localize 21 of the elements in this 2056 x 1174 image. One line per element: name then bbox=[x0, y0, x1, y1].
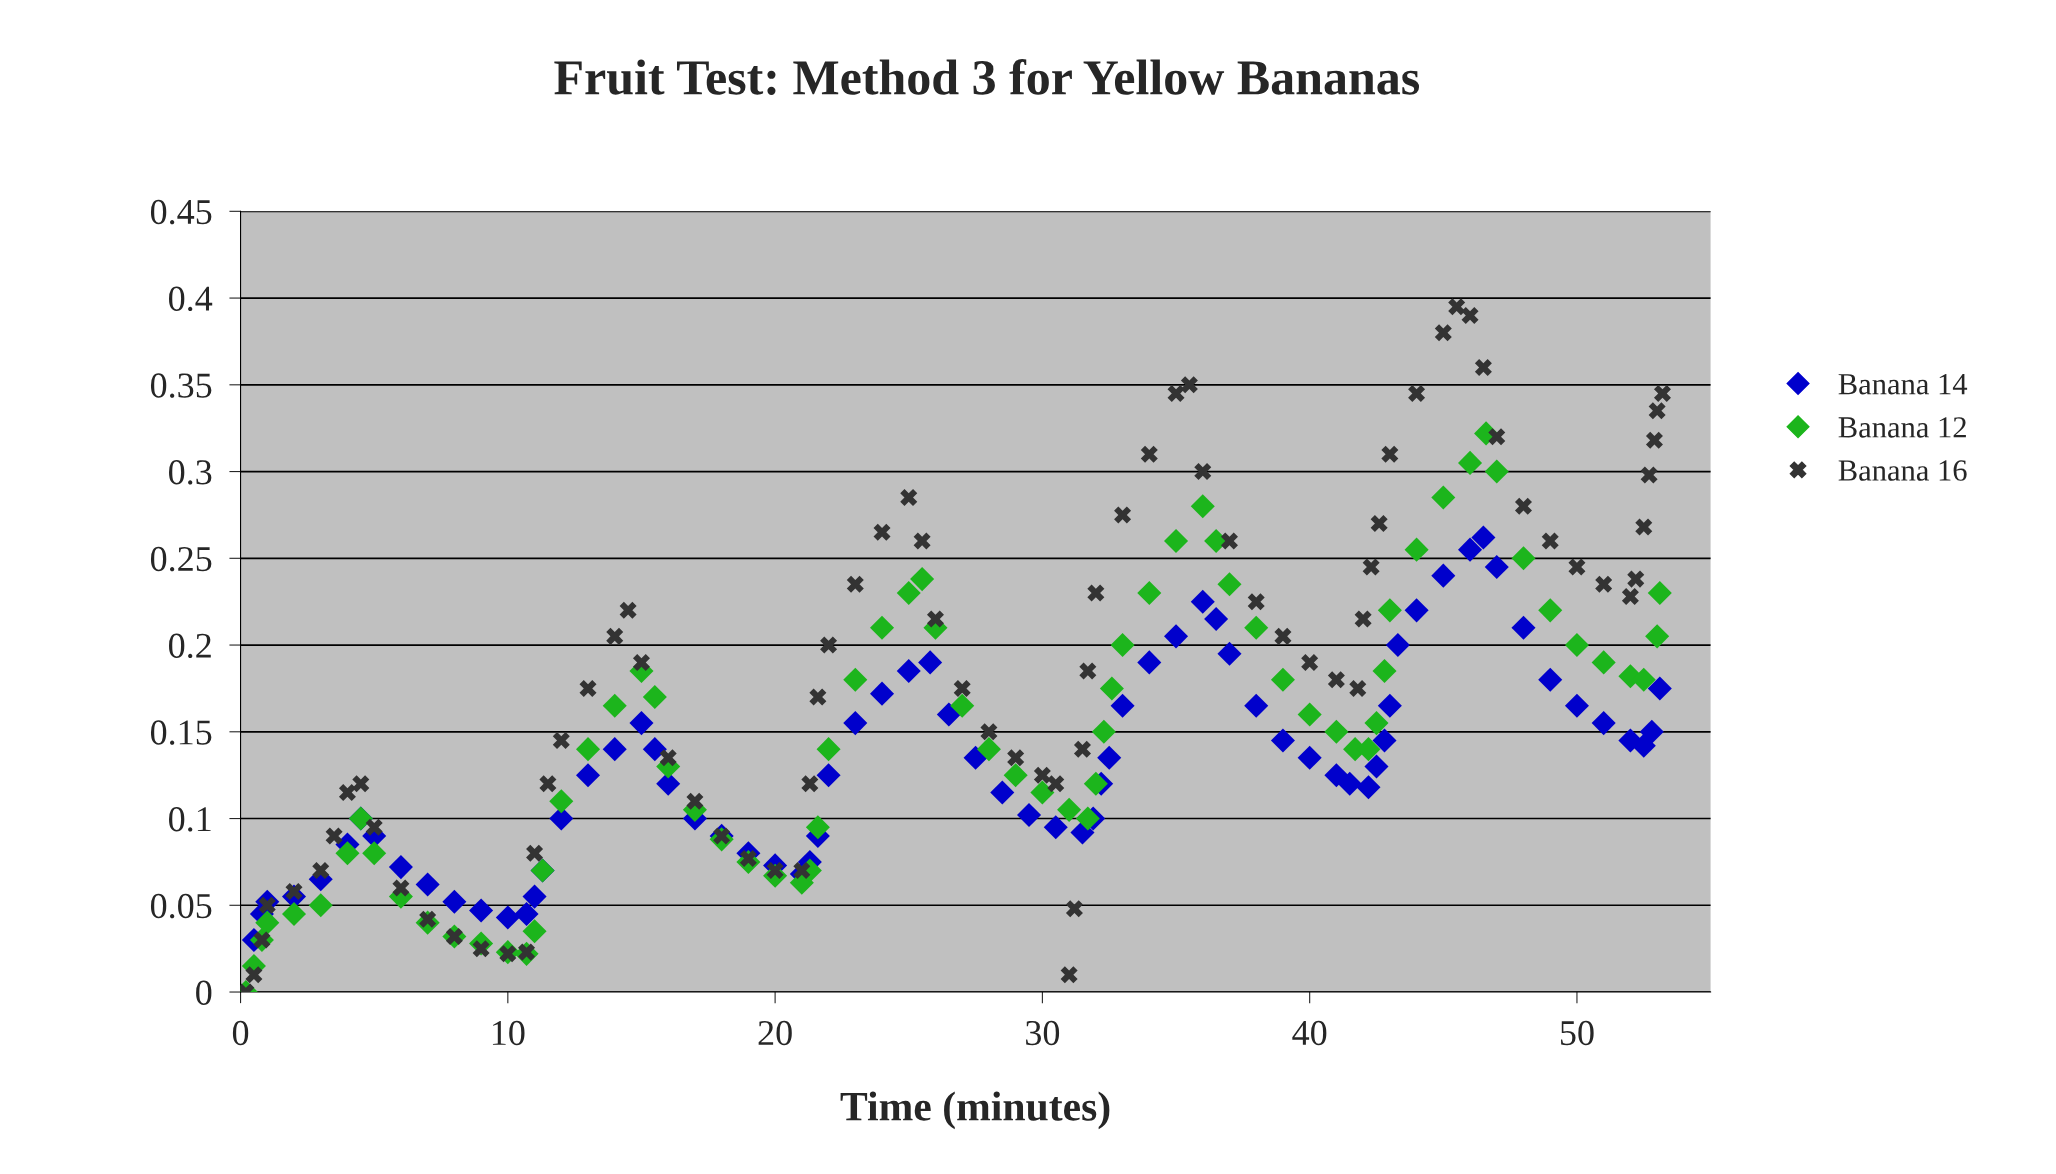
y-tick-label: 0.45 bbox=[150, 199, 212, 225]
x-tick-label: 40 bbox=[1292, 1020, 1327, 1046]
y-tick-label: 0.15 bbox=[150, 720, 212, 745]
y-tick-label: 0.35 bbox=[150, 373, 212, 398]
y-tick-label: 0.05 bbox=[150, 893, 212, 919]
x-tick-label: 30 bbox=[1026, 1020, 1060, 1046]
legend-label: Banana 14 bbox=[1838, 374, 1968, 395]
x-tick-label: 20 bbox=[758, 1020, 792, 1046]
x-tick-label: 50 bbox=[1561, 1020, 1594, 1046]
x-tick-label: 10 bbox=[492, 1020, 525, 1046]
y-tick-label: 0.2 bbox=[169, 633, 211, 659]
y-tick-label: 0.25 bbox=[150, 546, 212, 572]
x-axis-title: Time (minutes) bbox=[840, 1091, 1110, 1130]
y-tick-label: 0 bbox=[196, 980, 212, 1005]
y-tick-label: 0.3 bbox=[169, 460, 212, 485]
y-tick-label: 0.4 bbox=[169, 286, 213, 312]
chart-title: Fruit Test: Method 3 for Yellow Bananas bbox=[554, 59, 1420, 95]
x-tick-label: 0 bbox=[232, 1020, 249, 1046]
legend-label: Banana 16 bbox=[1838, 460, 1967, 481]
legend-label: Banana 12 bbox=[1838, 417, 1966, 438]
y-tick-label: 0.1 bbox=[169, 807, 211, 832]
